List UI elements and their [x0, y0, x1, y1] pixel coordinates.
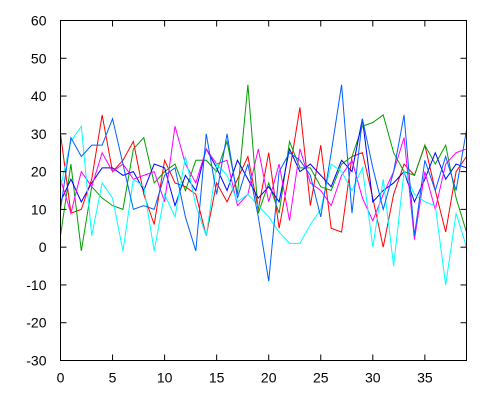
series-line-5 [60, 124, 467, 286]
series-line-2 [60, 84, 467, 252]
y-tick-label: 20 [31, 164, 47, 180]
series-line-6 [60, 84, 467, 282]
y-tick-label: 60 [31, 13, 47, 29]
y-tick-label: 30 [31, 126, 47, 142]
series-line-4 [60, 126, 467, 240]
tick-labels-layer: -30 -20 -10 0 10 20 30 40 50 60 0 5 10 15 20 25 30 35 [26, 13, 433, 386]
ticks-layer [60, 20, 467, 361]
series-line-3 [60, 118, 467, 208]
y-tick-label: -10 [26, 277, 46, 293]
y-tick-label: -30 [26, 353, 46, 369]
plot-frame [60, 20, 467, 361]
series-line-1 [60, 107, 467, 248]
y-tick-label: 10 [31, 201, 47, 217]
y-tick-label: -20 [26, 315, 46, 331]
y-tick-label: 50 [31, 50, 47, 66]
series-layer [60, 84, 467, 286]
x-tick-label: 15 [209, 370, 225, 386]
x-tick-label: 0 [57, 370, 65, 386]
y-tick-label: 40 [31, 88, 47, 104]
y-tick-label: 0 [39, 239, 47, 255]
x-tick-label: 30 [365, 370, 381, 386]
x-tick-label: 35 [417, 370, 433, 386]
x-tick-label: 10 [157, 370, 173, 386]
x-tick-label: 20 [261, 370, 277, 386]
x-tick-label: 5 [109, 370, 117, 386]
x-tick-label: 25 [313, 370, 329, 386]
